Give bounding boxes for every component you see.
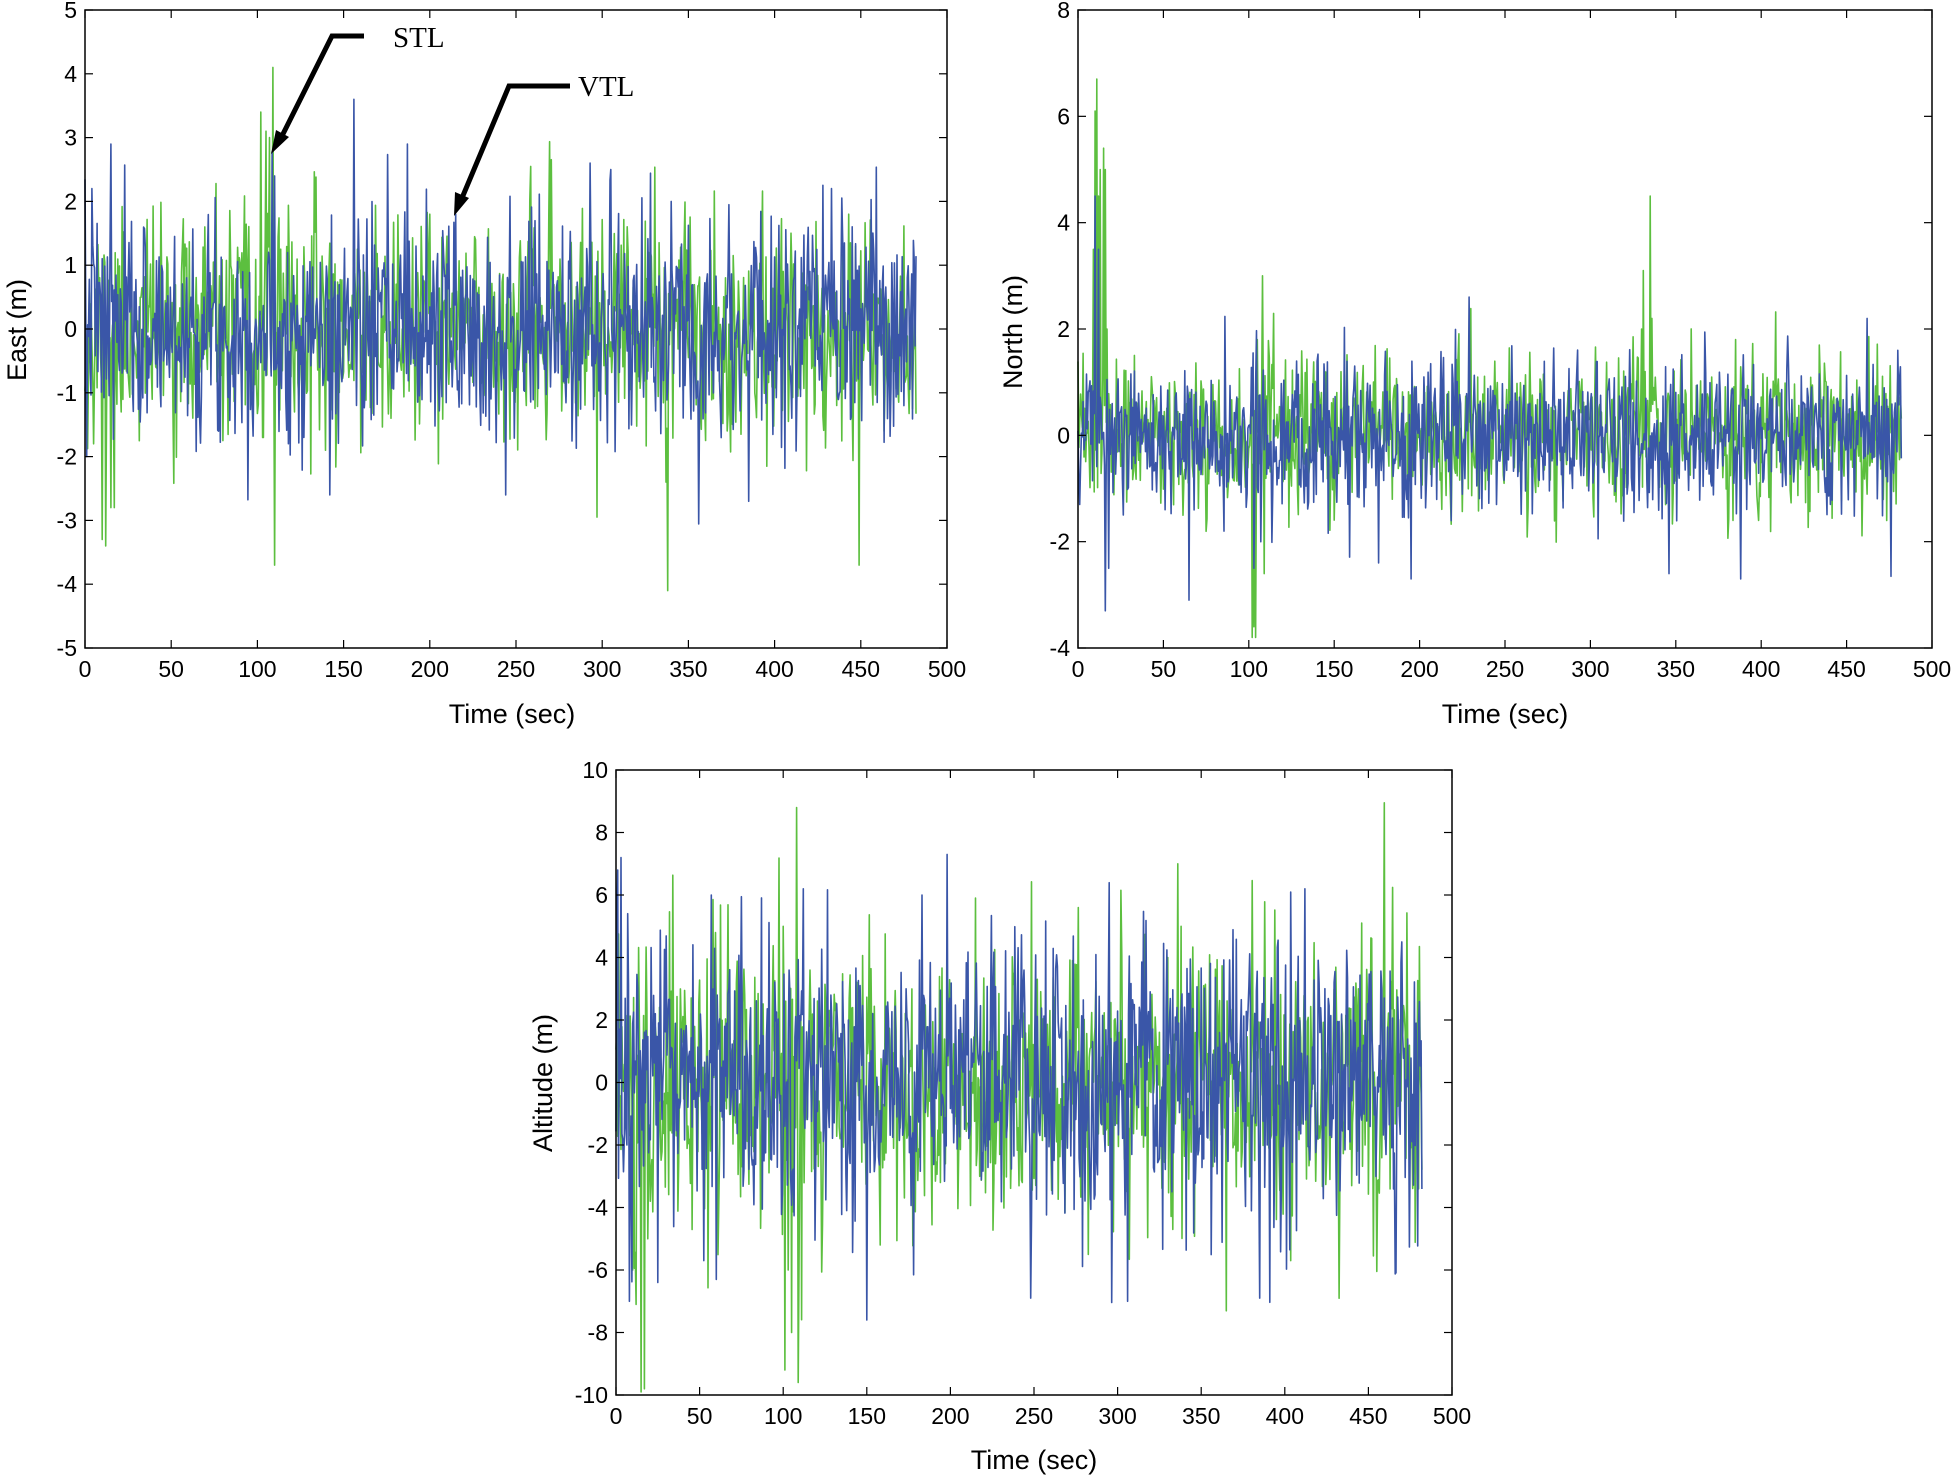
east-panel: 0 50 100 150 200 250 300 350 400 450 500 -5-4-3-2-… — [2, 0, 966, 729]
north-y-tick-label: 6 — [1057, 103, 1070, 129]
east-x-tick-label: 150 — [324, 656, 362, 682]
east-series-vtl-line — [84, 98, 917, 525]
altitude-x-tick-label: 200 — [931, 1403, 969, 1429]
east-y-tick-label: -1 — [57, 380, 77, 406]
north-series-stl-line — [1077, 78, 1903, 639]
altitude-x-tick-label: 50 — [687, 1403, 713, 1429]
east-y-ticks: -5 -4 -3 -2 -1 0 1 2 3 4 5 — [57, 0, 947, 661]
altitude-y-axis-label: Altitude (m) — [528, 1014, 558, 1152]
altitude-x-ticks: 0 50 100 150 200 250 300 350 400 450 500 — [610, 770, 1471, 1429]
north-y-tick-label: 0 — [1057, 422, 1070, 448]
altitude-series-vtl-line — [615, 853, 1423, 1321]
altitude-x-tick-label: 350 — [1182, 1403, 1220, 1429]
altitude-y-tick-label: 10 — [582, 757, 608, 783]
east-x-tick-label: 400 — [755, 656, 793, 682]
east-x-tick-label: 500 — [928, 656, 966, 682]
north-x-tick-label: 300 — [1571, 656, 1609, 682]
north-y-axis-label: North (m) — [998, 275, 1028, 389]
east-y-tick-label: 4 — [64, 61, 77, 87]
north-x-tick-label: 350 — [1657, 656, 1695, 682]
north-x-tick-label: 200 — [1400, 656, 1438, 682]
altitude-y-tick-label: 0 — [595, 1070, 608, 1096]
east-x-tick-label: 200 — [411, 656, 449, 682]
altitude-y-ticks: -10 -8 -6 -4 -2 0 2 4 6 8 10 — [575, 757, 1452, 1408]
vtl-arrow-shaft — [459, 83, 570, 199]
north-plot-frame — [1077, 9, 1933, 649]
altitude-x-tick-label: 300 — [1098, 1403, 1136, 1429]
east-y-tick-label: -4 — [57, 571, 78, 597]
stl-arrow-shaft — [279, 33, 364, 138]
altitude-x-tick-label: 400 — [1266, 1403, 1304, 1429]
east-x-tick-label: 300 — [583, 656, 621, 682]
east-x-ticks: 0 50 100 150 200 250 300 350 400 450 500 — [79, 10, 966, 682]
altitude-y-tick-label: -6 — [588, 1257, 608, 1283]
east-y-tick-label: 2 — [64, 188, 77, 214]
north-x-tick-label: 500 — [1913, 656, 1951, 682]
north-series-vtl-line — [1077, 195, 1903, 612]
north-panel: 0 50 100 150 200 250 300 350 400 450 500 -4 -2 0 2 4 6 8… — [998, 0, 1951, 729]
altitude-series-layer — [615, 802, 1423, 1393]
east-x-tick-label: 250 — [497, 656, 535, 682]
north-y-ticks: -4 -2 0 2 4 6 8 — [1050, 0, 1932, 661]
north-x-axis-label: Time (sec) — [1442, 699, 1569, 729]
altitude-panel: 0 50 100 150 200 250 300 350 400 450 500 -10-8-6-4… — [528, 757, 1471, 1475]
north-series-layer — [1077, 78, 1903, 639]
east-y-tick-label: 0 — [64, 316, 77, 342]
altitude-x-tick-label: 450 — [1349, 1403, 1387, 1429]
east-x-tick-label: 450 — [842, 656, 880, 682]
north-y-tick-label: 2 — [1057, 316, 1070, 342]
north-x-tick-label: 100 — [1230, 656, 1268, 682]
altitude-y-tick-label: -10 — [575, 1382, 608, 1408]
north-x-tick-label: 150 — [1315, 656, 1353, 682]
east-y-tick-label: 1 — [64, 252, 77, 278]
north-x-ticks: 0 50 100 150 200 250 300 350 400 450 500 — [1072, 10, 1951, 682]
altitude-x-tick-label: 250 — [1015, 1403, 1053, 1429]
east-y-tick-label: 3 — [64, 125, 77, 151]
vtl-annotation-label: VTL — [578, 71, 634, 103]
altitude-x-tick-label: 150 — [848, 1403, 886, 1429]
east-series-layer — [84, 66, 917, 592]
east-x-tick-label: 50 — [158, 656, 184, 682]
east-x-axis-label: Time (sec) — [449, 699, 576, 729]
altitude-x-axis-label: Time (sec) — [971, 1445, 1098, 1475]
altitude-y-tick-label: -8 — [588, 1320, 608, 1346]
north-x-tick-label: 50 — [1151, 656, 1177, 682]
altitude-x-tick-label: 100 — [764, 1403, 802, 1429]
altitude-y-tick-label: 8 — [595, 820, 608, 846]
north-y-tick-label: -4 — [1050, 635, 1071, 661]
east-x-tick-label: 350 — [669, 656, 707, 682]
east-y-tick-label: -5 — [57, 635, 77, 661]
east-x-tick-label: 100 — [238, 656, 276, 682]
altitude-y-tick-label: 2 — [595, 1007, 608, 1033]
east-y-tick-label: -3 — [57, 507, 77, 533]
altitude-y-tick-label: -2 — [588, 1132, 608, 1158]
altitude-x-tick-label: 0 — [610, 1403, 623, 1429]
east-x-tick-label: 0 — [79, 656, 92, 682]
north-y-tick-label: 4 — [1057, 210, 1070, 236]
north-y-tick-label: 8 — [1057, 0, 1070, 23]
north-x-tick-label: 450 — [1827, 656, 1865, 682]
north-x-tick-label: 0 — [1072, 656, 1085, 682]
stl-annotation-label: STL — [393, 22, 445, 54]
north-x-tick-label: 250 — [1486, 656, 1524, 682]
altitude-y-tick-label: 4 — [595, 945, 608, 971]
east-y-tick-label: -2 — [57, 444, 77, 470]
east-y-axis-label: East (m) — [2, 279, 32, 381]
stl-arrow-head — [271, 130, 289, 154]
vtl-arrow-head — [454, 192, 469, 216]
altitude-x-tick-label: 500 — [1433, 1403, 1471, 1429]
altitude-y-tick-label: 6 — [595, 882, 608, 908]
altitude-y-tick-label: -4 — [588, 1195, 609, 1221]
north-x-tick-label: 400 — [1742, 656, 1780, 682]
north-y-tick-label: -2 — [1050, 529, 1070, 555]
east-y-tick-label: 5 — [64, 0, 77, 23]
